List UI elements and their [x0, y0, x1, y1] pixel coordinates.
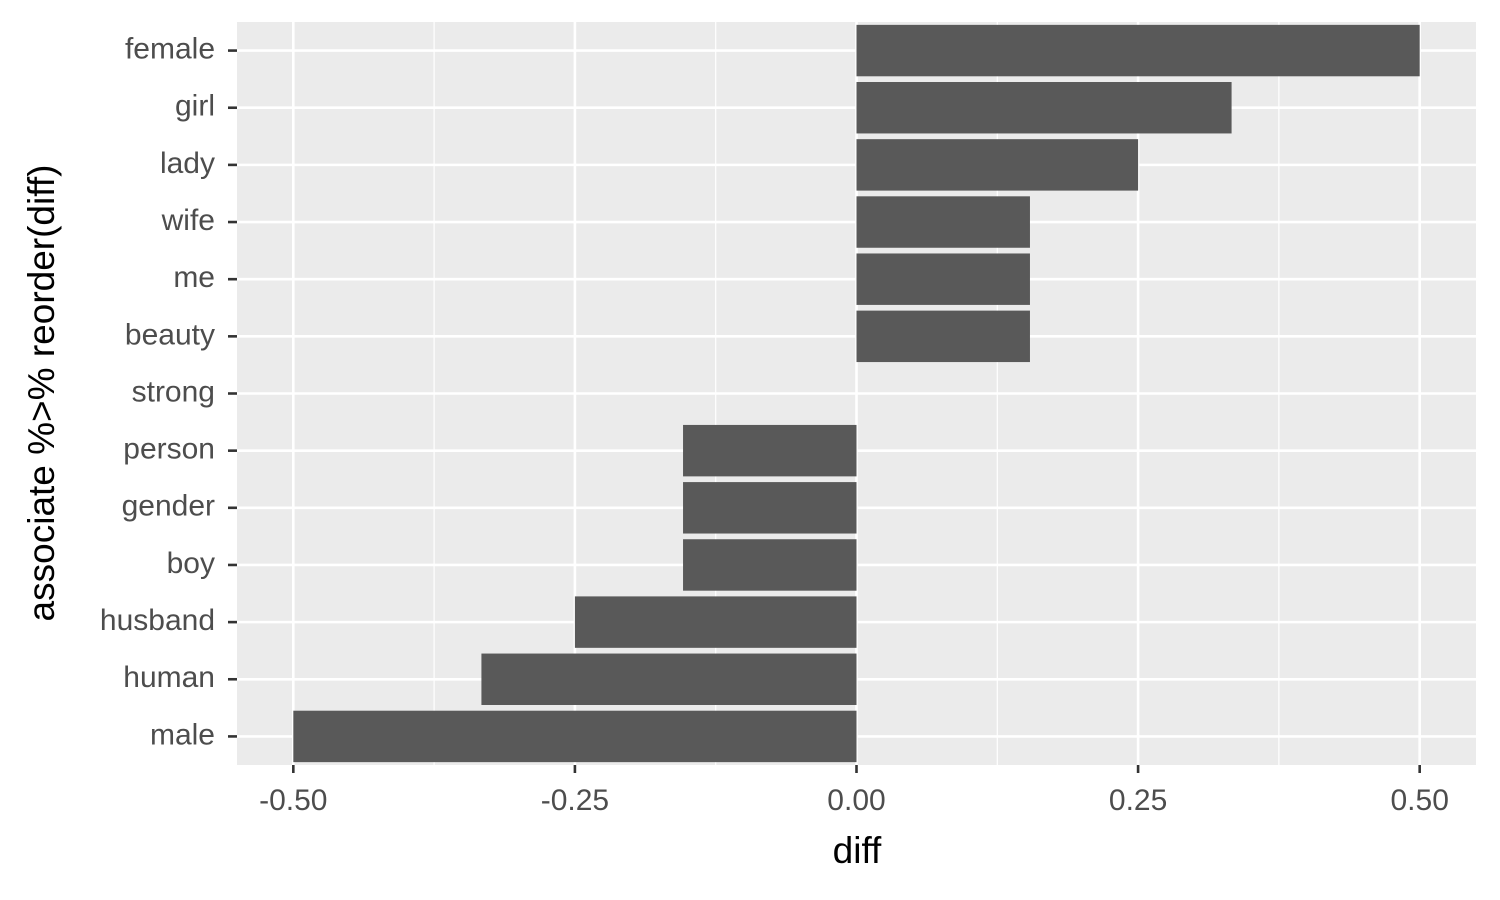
y-tick-label: gender	[122, 490, 215, 523]
x-tick-label: -0.50	[259, 784, 327, 817]
bar	[856, 310, 1030, 363]
y-tick-label: girl	[175, 90, 215, 123]
y-tick-label: female	[125, 32, 215, 65]
y-tick-label: person	[123, 433, 215, 466]
x-tick-label: 0.00	[827, 784, 885, 817]
y-tick-label: male	[150, 718, 215, 751]
bar	[293, 710, 857, 763]
y-tick-label: strong	[132, 375, 215, 408]
bar	[856, 24, 1420, 77]
bar	[683, 539, 857, 591]
bar	[574, 596, 857, 648]
bar	[856, 196, 1030, 248]
x-tick-label: 0.50	[1390, 784, 1448, 817]
y-tick-label: me	[173, 261, 215, 294]
bar	[481, 653, 857, 705]
bar	[683, 482, 857, 534]
y-tick-label: human	[123, 661, 215, 694]
x-tick-label: -0.25	[541, 784, 609, 817]
bar	[856, 82, 1232, 134]
bar	[683, 424, 857, 477]
y-tick-label: beauty	[125, 318, 215, 351]
y-tick-label: lady	[160, 147, 215, 180]
bar	[856, 253, 1030, 305]
y-tick-label: husband	[100, 604, 215, 637]
bar	[856, 139, 1139, 191]
y-axis-title: associate %>% reorder(diff)	[21, 165, 62, 622]
x-axis-title: diff	[833, 830, 882, 871]
y-tick-label: wife	[161, 204, 215, 237]
y-tick-label: boy	[167, 547, 215, 580]
x-tick-label: 0.25	[1109, 784, 1167, 817]
